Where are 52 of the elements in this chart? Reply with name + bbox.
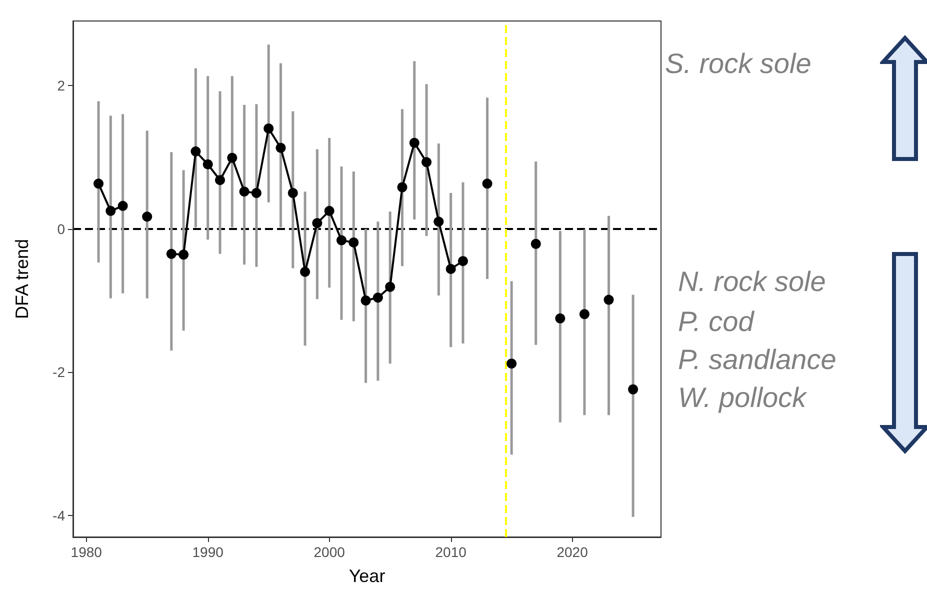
point [251,188,262,198]
point [118,200,128,211]
text: P. cod [678,306,754,338]
x-tick-label: 1980 [70,544,102,560]
x-tick-label: 2020 [556,544,588,560]
point [178,250,189,260]
point [409,138,420,148]
point [202,159,213,170]
x-tick-label: 1990 [192,544,224,560]
point [579,309,590,320]
point [458,256,468,266]
point [264,124,274,134]
x-tick-label: 2010 [435,544,467,560]
y-tick-label: 2 [57,78,66,94]
point [385,282,396,292]
x-axis-title: Year [348,566,386,586]
point [555,313,566,324]
x-tick-label: 2000 [314,544,346,560]
point [324,206,334,216]
point [300,266,310,277]
y-tick-label: 0 [57,220,66,237]
text: S. rock sole [665,48,812,80]
point [227,152,238,163]
point [190,146,201,156]
text: N. rock sole [678,266,826,298]
point [604,294,614,305]
text: W. pollock [678,382,806,414]
point [166,248,176,259]
text: P. sandlance [678,344,836,376]
point [422,157,432,168]
point [142,212,152,222]
point [276,142,286,153]
point [506,358,517,369]
point [94,178,104,189]
y-tick-label: -4 [52,508,66,524]
point [482,178,492,189]
point [239,186,250,197]
point [434,216,444,227]
point [348,237,359,248]
point [446,264,456,274]
point [360,296,371,306]
y-tick-label: -2 [52,364,66,380]
point [312,218,322,228]
point [215,175,225,186]
point [336,235,346,246]
point [397,182,408,192]
point [628,384,638,394]
point [288,188,298,198]
point [372,292,383,303]
point [530,238,541,249]
y-axis-title: DFA trend [12,238,32,320]
point [106,206,116,216]
